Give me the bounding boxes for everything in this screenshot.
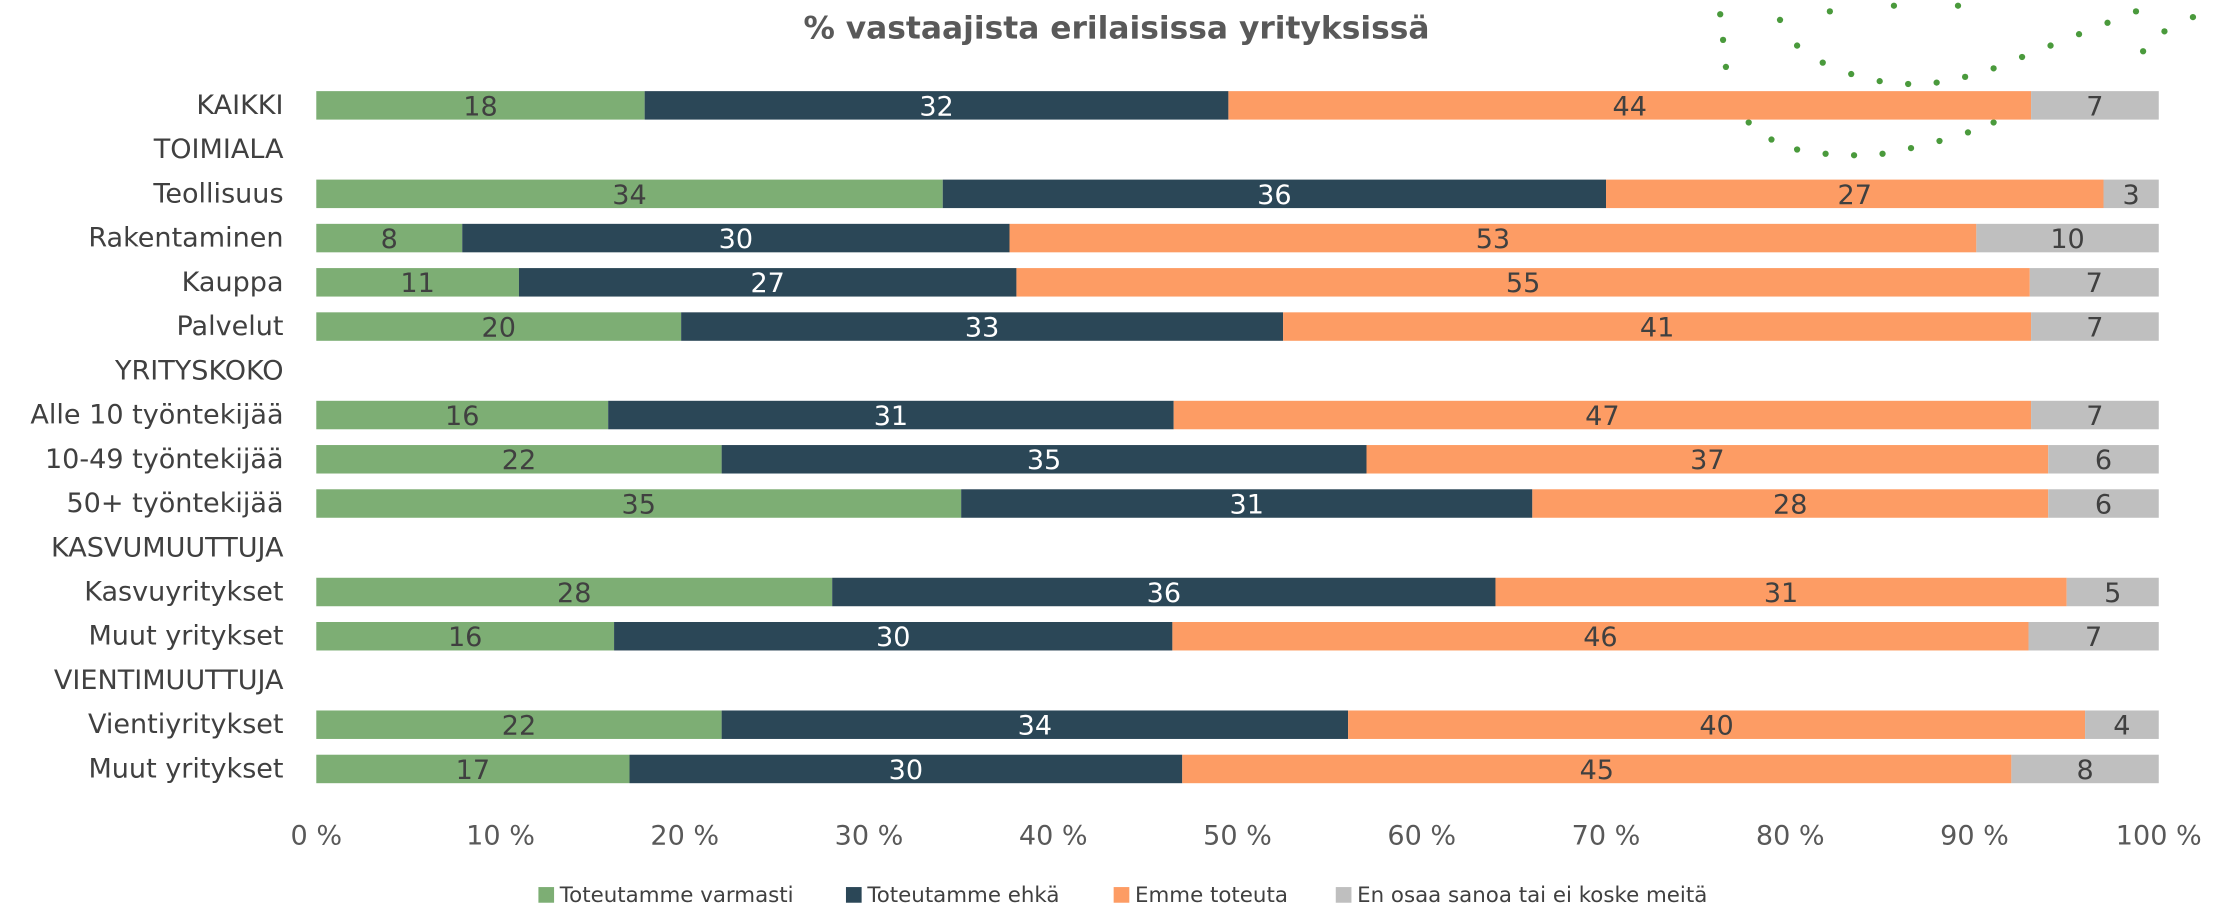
data-label: 35 bbox=[622, 489, 656, 520]
chart: % vastaajista erilaisissa yrityksissä 0 … bbox=[0, 0, 2233, 907]
data-label: 37 bbox=[1690, 445, 1724, 476]
x-tick-label: 50 % bbox=[1203, 820, 1272, 851]
data-label: 7 bbox=[2086, 401, 2103, 432]
page: {"chart_data": {"type": "bar", "orientat… bbox=[0, 0, 2233, 907]
y-tick-label: KASVUMUUTTUJA bbox=[51, 532, 284, 563]
x-tick-label: 70 % bbox=[1572, 820, 1641, 851]
x-tick-label: 60 % bbox=[1387, 820, 1456, 851]
y-tick-label: TOIMIALA bbox=[153, 134, 284, 165]
data-label: 44 bbox=[1613, 91, 1647, 122]
x-tick-label: 20 % bbox=[650, 820, 719, 851]
data-label: 16 bbox=[448, 622, 482, 653]
y-tick-label: Palvelut bbox=[176, 311, 283, 342]
data-label: 17 bbox=[456, 755, 490, 786]
data-label: 27 bbox=[750, 268, 784, 299]
data-label: 31 bbox=[1230, 489, 1264, 520]
legend-label: Emme toteuta bbox=[1135, 883, 1288, 907]
y-tick-label: Alle 10 työntekijää bbox=[30, 400, 283, 431]
x-tick-label: 100 % bbox=[2116, 820, 2202, 851]
data-label: 22 bbox=[502, 445, 536, 476]
y-tick-label: Muut yritykset bbox=[88, 621, 283, 652]
data-label: 33 bbox=[965, 312, 999, 343]
legend-label: En osaa sanoa tai ei koske meitä bbox=[1357, 883, 1707, 907]
y-tick-label: VIENTIMUUTTUJA bbox=[54, 665, 284, 696]
data-label: 40 bbox=[1699, 711, 1733, 742]
data-label: 16 bbox=[445, 401, 479, 432]
data-label: 31 bbox=[1764, 578, 1798, 609]
data-label: 6 bbox=[2095, 489, 2112, 520]
x-tick-label: 80 % bbox=[1756, 820, 1825, 851]
data-label: 7 bbox=[2086, 312, 2103, 343]
data-label: 20 bbox=[482, 312, 516, 343]
legend-marker bbox=[1114, 887, 1130, 903]
data-label: 47 bbox=[1585, 401, 1619, 432]
x-tick-label: 0 % bbox=[291, 820, 343, 851]
data-label: 3 bbox=[2123, 180, 2140, 211]
y-tick-label: Kauppa bbox=[182, 267, 284, 298]
y-tick-label: KAIKKI bbox=[196, 90, 283, 121]
data-label: 35 bbox=[1027, 445, 1061, 476]
chart-title: % vastaajista erilaisissa yrityksissä bbox=[803, 10, 1429, 46]
legend-label: Toteutamme ehkä bbox=[866, 883, 1059, 907]
data-label: 7 bbox=[2086, 268, 2103, 299]
data-label: 53 bbox=[1476, 224, 1510, 255]
data-label: 36 bbox=[1257, 180, 1291, 211]
data-label: 5 bbox=[2104, 578, 2121, 609]
y-tick-label: YRITYSKOKO bbox=[114, 355, 284, 386]
data-label: 36 bbox=[1147, 578, 1181, 609]
legend-marker bbox=[1336, 887, 1352, 903]
data-label: 7 bbox=[2085, 622, 2102, 653]
x-tick-label: 90 % bbox=[1940, 820, 2009, 851]
legend-marker bbox=[538, 887, 554, 903]
data-label: 11 bbox=[400, 268, 434, 299]
data-label: 41 bbox=[1640, 312, 1674, 343]
data-label: 30 bbox=[719, 224, 753, 255]
data-label: 22 bbox=[502, 711, 536, 742]
data-label: 10 bbox=[2050, 224, 2084, 255]
data-label: 18 bbox=[463, 91, 497, 122]
decoration bbox=[1717, 3, 2196, 159]
data-label: 6 bbox=[2095, 445, 2112, 476]
data-label: 4 bbox=[2113, 711, 2130, 742]
y-tick-label: Vientiyritykset bbox=[88, 709, 284, 740]
data-label: 27 bbox=[1838, 180, 1872, 211]
y-tick-label: Muut yritykset bbox=[88, 753, 283, 784]
data-label: 32 bbox=[919, 91, 953, 122]
data-label: 34 bbox=[612, 180, 646, 211]
data-label: 30 bbox=[889, 755, 923, 786]
data-label: 45 bbox=[1580, 755, 1614, 786]
data-label: 30 bbox=[876, 622, 910, 653]
y-tick-label: Kasvuyritykset bbox=[84, 576, 283, 607]
data-label: 55 bbox=[1506, 268, 1540, 299]
data-label: 7 bbox=[2086, 91, 2103, 122]
y-tick-label: 10-49 työntekijää bbox=[45, 444, 284, 475]
x-tick-label: 30 % bbox=[835, 820, 904, 851]
x-tick-label: 40 % bbox=[1019, 820, 1088, 851]
data-label: 28 bbox=[1773, 489, 1807, 520]
data-label: 28 bbox=[557, 578, 591, 609]
data-label: 31 bbox=[874, 401, 908, 432]
y-tick-label: Teollisuus bbox=[152, 178, 283, 209]
data-label: 8 bbox=[2076, 755, 2093, 786]
x-tick-label: 10 % bbox=[466, 820, 535, 851]
data-label: 34 bbox=[1018, 711, 1052, 742]
data-label: 46 bbox=[1583, 622, 1617, 653]
legend-marker bbox=[846, 887, 862, 903]
y-tick-label: Rakentaminen bbox=[88, 223, 283, 254]
legend-label: Toteutamme varmasti bbox=[559, 883, 794, 907]
y-tick-label: 50+ työntekijää bbox=[66, 488, 283, 519]
data-label: 8 bbox=[381, 224, 398, 255]
